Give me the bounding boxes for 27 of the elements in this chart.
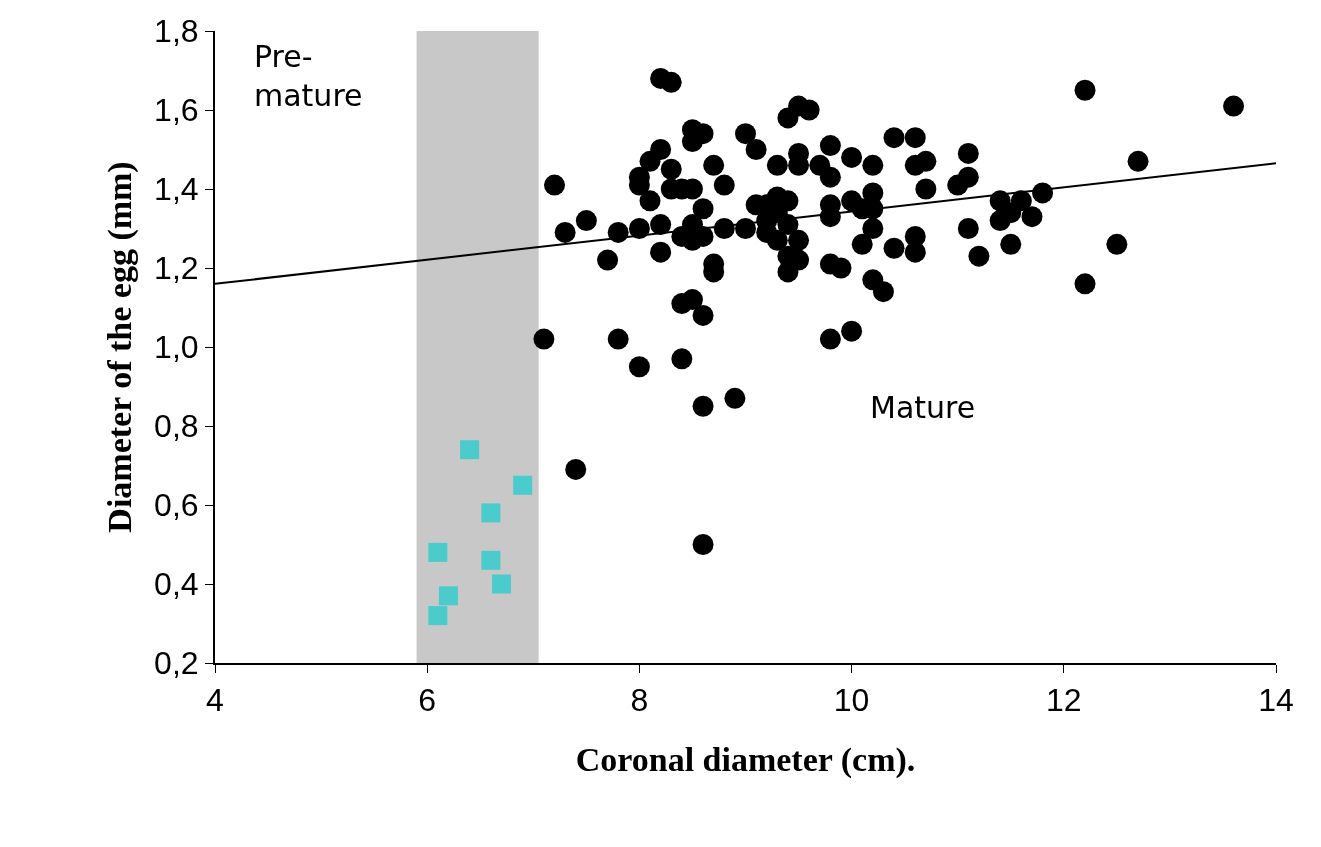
point [491,574,511,594]
y-tick-label: 1,2 [154,250,199,287]
point [428,542,448,562]
y-tick-label: 0,8 [154,408,199,445]
x-tick-label: 10 [833,682,870,719]
point [481,550,501,570]
point [513,475,533,495]
y-tick-label: 1,0 [154,329,199,366]
point [428,606,448,626]
x-axis-title: Coronal diameter (cm). [575,741,916,780]
x-tick-label: 8 [630,682,649,719]
y-tick-label: 0,6 [154,487,199,524]
y-tick-label: 1,4 [154,171,199,208]
y-tick-label: 1,8 [154,13,199,50]
x-tick-label: 12 [1046,682,1082,719]
y-tick-label: 0,4 [154,566,199,603]
y-tick-label: 0,2 [154,645,199,682]
x-tick-label: 4 [206,682,224,719]
point [481,503,501,523]
annotation: Mature [870,390,976,425]
x-tick-label: 14 [1258,682,1294,719]
point [460,440,480,460]
point [438,586,458,606]
x-tick-label: 6 [418,682,437,719]
y-tick-label: 1,6 [154,92,199,129]
annotation: Pre- mature [254,39,363,113]
y-axis-title: Diameter of the egg (mm) [101,161,140,533]
